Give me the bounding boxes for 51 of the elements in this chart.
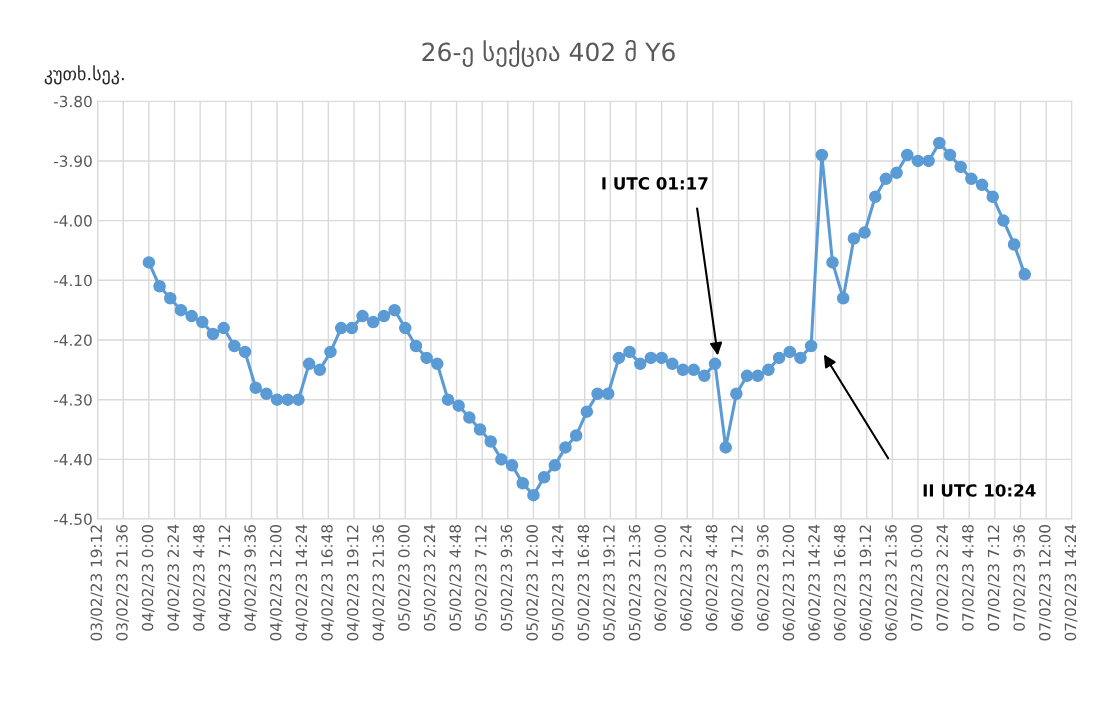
x-tick-label: 05/02/23 9:36 [500,524,514,631]
x-tick-label: 04/02/23 14:24 [295,524,309,641]
x-tick-label: 07/02/23 4:48 [962,524,975,631]
y-tick-label: -4.10 [53,274,92,287]
x-tick-label: 04/02/23 9:36 [244,524,258,631]
x-tick-label: 04/02/23 12:00 [269,524,283,641]
x-tick-label: 03/02/23 19:12 [90,525,104,641]
x-tick-label: 06/02/23 12:00 [782,524,796,641]
x-tick-label: 07/02/23 0:00 [910,524,924,631]
y-tick-label: -3.90 [53,155,92,167]
y-tick-label: -4.40 [53,453,92,466]
x-tick-label: 05/02/23 12:00 [526,524,540,641]
x-tick-label: 06/02/23 7:12 [731,525,745,631]
x-tick-label: 04/02/23 16:48 [321,524,334,641]
x-tick-label: 04/02/23 7:12 [218,525,232,631]
y-tick-label: -4.00 [53,215,92,227]
x-tick-label: 05/02/23 21:36 [628,524,642,641]
x-tick-label: 06/02/23 16:48 [833,524,847,641]
x-tick-label: 06/02/23 14:24 [808,524,822,641]
x-tick-label: 04/02/23 2:24 [167,524,181,631]
x-tick-label: 05/02/23 4:48 [449,524,463,631]
y-axis-title: კუთხ.სეკ. [44,65,124,85]
annotation: II UTC 10:24 [923,484,1036,497]
x-tick-label: 03/02/23 21:36 [116,524,129,641]
x-tick-label: 04/02/23 0:00 [141,524,155,631]
x-tick-label: 05/02/23 7:12 [475,525,488,631]
x-tick-label: 06/02/23 19:12 [859,525,873,641]
x-tick-label: 04/02/23 21:36 [372,524,386,641]
x-tick-label: 07/02/23 9:36 [1013,524,1027,631]
x-tick-label: 05/02/23 14:24 [551,524,565,641]
x-tick-label: 06/02/23 21:36 [885,524,898,641]
x-tick-label: 07/02/23 7:12 [987,525,1001,631]
x-tick-label: 04/02/23 4:48 [193,524,206,631]
x-tick-label: 04/02/23 19:12 [346,525,360,641]
x-tick-label: 07/02/23 14:24 [1064,524,1078,641]
x-tick-label: 07/02/23 2:24 [936,524,950,631]
x-tick-label: 06/02/23 4:48 [705,524,719,631]
chart-title: 26-ე სექცია 402 მ Y6 [422,40,675,67]
x-tick-label: 05/02/23 16:48 [577,524,591,641]
x-tick-label: 06/02/23 2:24 [680,524,693,631]
x-tick-label: 06/02/23 9:36 [757,524,770,631]
x-tick-label: 06/02/23 0:00 [654,524,668,631]
y-tick-label: -4.50 [53,513,92,526]
annotation: I UTC 01:17 [602,177,708,190]
y-tick-label: -4.20 [53,334,92,347]
y-tick-label: -4.30 [53,394,92,406]
x-tick-label: 05/02/23 19:12 [603,525,616,641]
x-tick-label: 05/02/23 2:24 [423,524,437,631]
x-tick-label: 05/02/23 0:00 [398,524,411,631]
y-tick-label: -3.80 [53,95,92,108]
x-tick-label: 07/02/23 12:00 [1039,524,1052,641]
